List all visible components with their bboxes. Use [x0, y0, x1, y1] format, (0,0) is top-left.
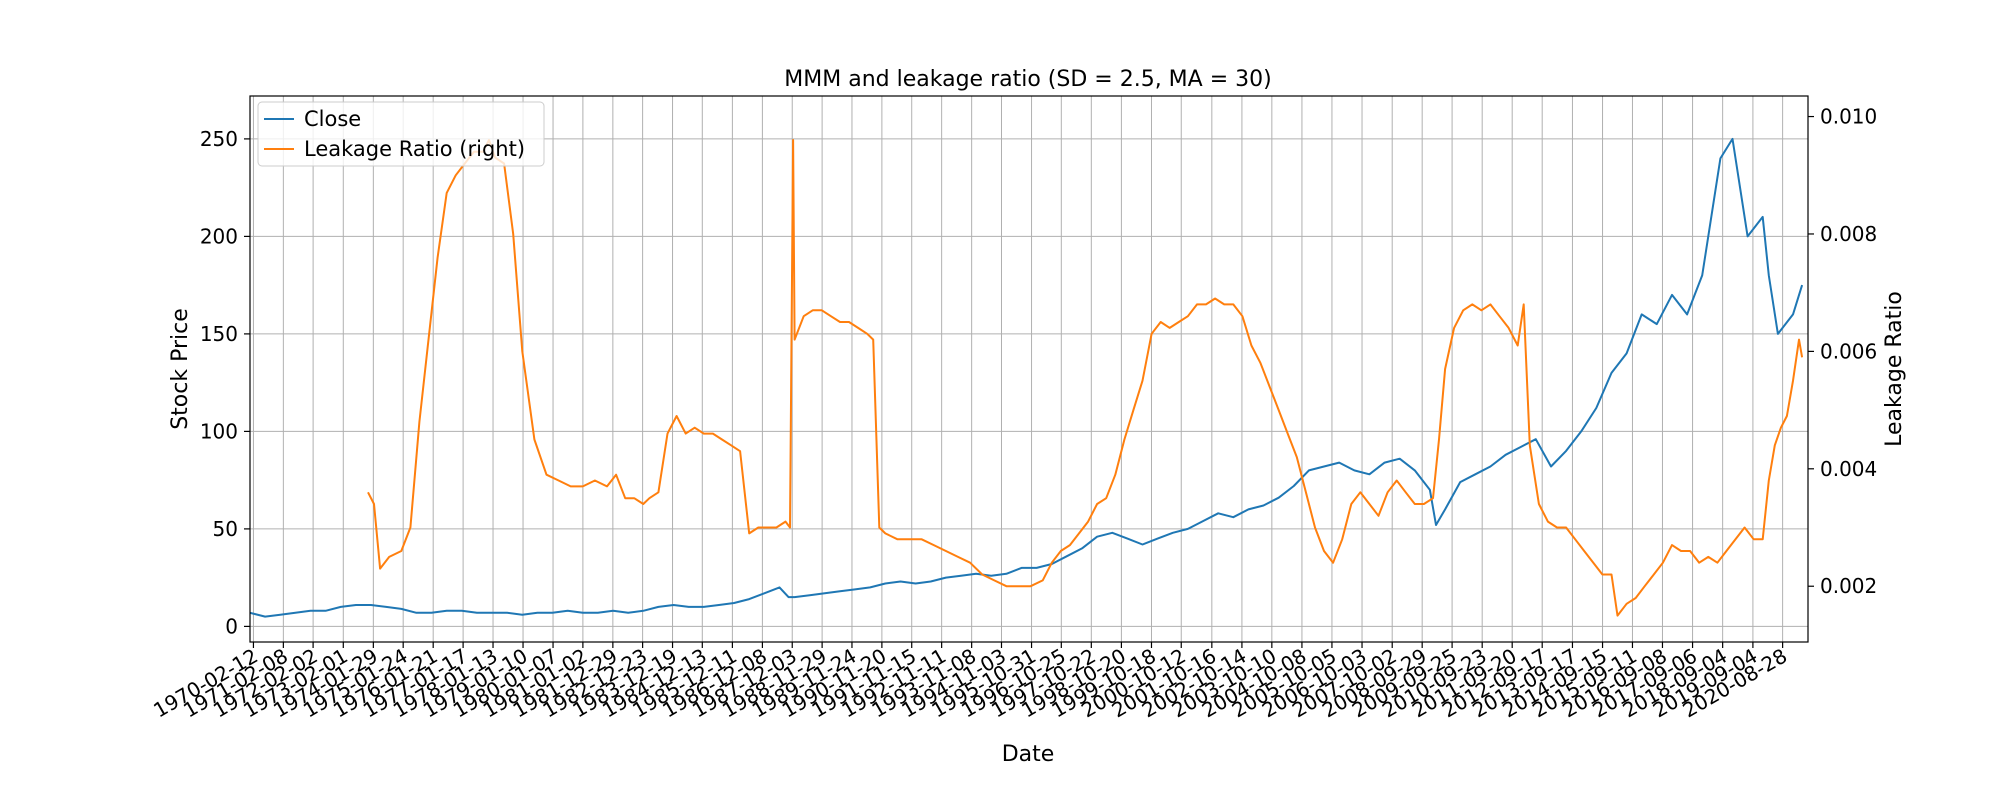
y-axis-left: 0 50 100 150 200 250	[200, 127, 250, 638]
x-axis: 1970-02-121971-02-081972-02-021973-02-01…	[149, 642, 1791, 722]
legend: Close Leakage Ratio (right)	[257, 101, 545, 167]
y-left-tick-label-5: 250	[200, 127, 238, 151]
plot-frame	[249, 95, 1809, 643]
y-left-tick-label-4: 200	[200, 224, 238, 248]
x-axis-label: Date	[1002, 742, 1055, 767]
y-axis-label-left: Stock Price	[168, 308, 193, 430]
y-left-tick-label-2: 100	[200, 419, 238, 443]
series-layer	[250, 137, 1804, 618]
legend-label-close: Close	[304, 107, 361, 131]
y-left-tick-label-0: 0	[225, 614, 238, 638]
y-right-tick-label-2: 0.006	[1820, 339, 1877, 363]
y-right-tick-label-1: 0.004	[1820, 457, 1877, 481]
y-right-tick-label-4: 0.010	[1820, 105, 1877, 129]
y-axis-label-right: Leakage Ratio	[1882, 291, 1907, 447]
legend-box	[257, 101, 545, 167]
y-left-tick-label-3: 150	[200, 322, 238, 346]
y-right-tick-label-3: 0.008	[1820, 222, 1877, 246]
legend-label-leakage: Leakage Ratio (right)	[304, 137, 525, 161]
y-right-tick-label-0: 0.002	[1820, 574, 1877, 598]
y-left-tick-label-1: 50	[213, 517, 238, 541]
grid-lines	[250, 96, 1808, 642]
chart-title: MMM and leakage ratio (SD = 2.5, MA = 30…	[784, 67, 1271, 92]
y-axis-right: 0.002 0.004 0.006 0.008 0.010	[1808, 105, 1877, 598]
series-line-leakage-ratio	[367, 139, 1804, 617]
series-line-close	[250, 137, 1804, 618]
